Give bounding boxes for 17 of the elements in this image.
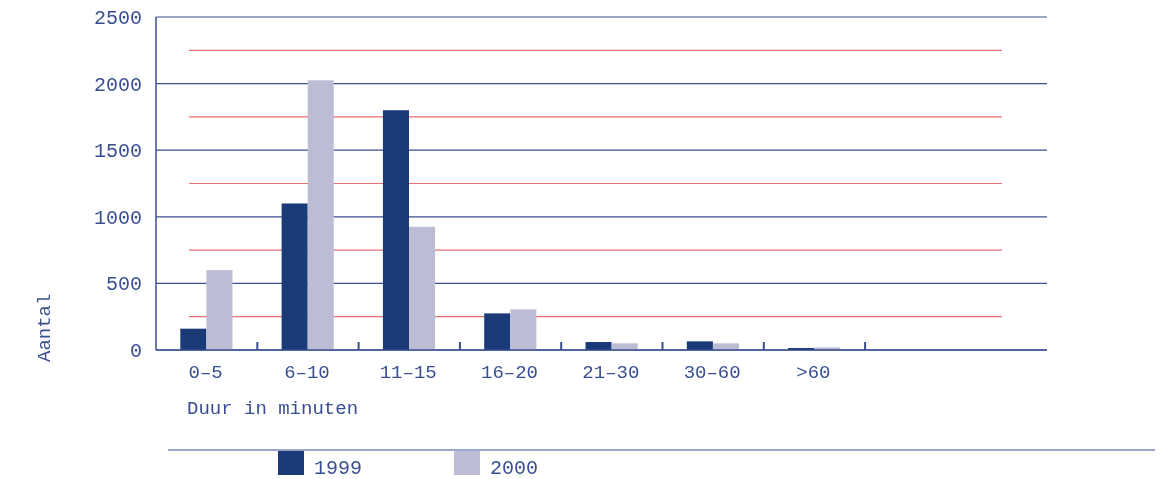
x-tick-label: 11–15 xyxy=(379,362,437,384)
x-tick-label: 30–60 xyxy=(683,362,741,384)
y-tick-label: 1500 xyxy=(93,140,142,164)
y-tick-label: 500 xyxy=(105,273,142,297)
y-tick-label: 2500 xyxy=(93,7,142,30)
y-axis-title: Aantal xyxy=(34,293,56,362)
legend-label: 2000 xyxy=(490,457,539,479)
x-axis-title: Duur in minuten xyxy=(187,398,359,420)
x-tick-label: 21–30 xyxy=(582,362,640,384)
y-tick-label: 2000 xyxy=(93,73,142,97)
x-tick-label: 16–20 xyxy=(481,362,539,384)
y-tick-label: 0 xyxy=(129,340,142,363)
x-tick-label: 6–10 xyxy=(284,362,330,384)
legend-label: 1999 xyxy=(314,457,363,479)
x-tick-label: >60 xyxy=(796,362,831,384)
y-tick-label: 1000 xyxy=(93,206,142,230)
x-tick-label: 0–5 xyxy=(188,362,223,384)
